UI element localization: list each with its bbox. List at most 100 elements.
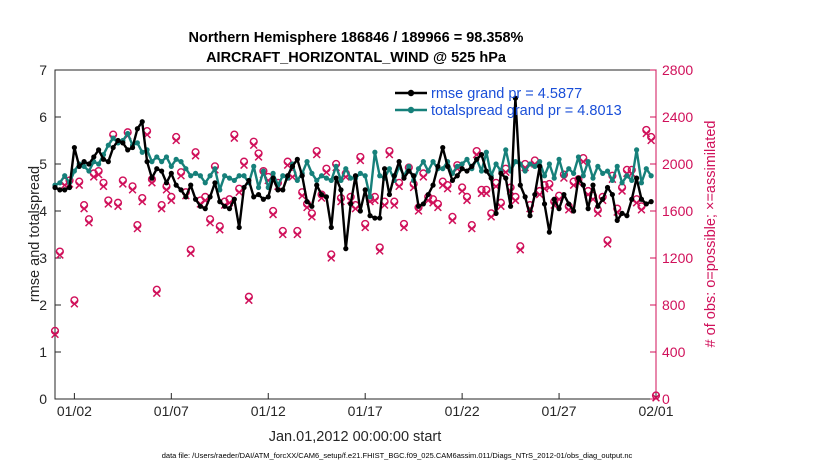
totalspread-point — [197, 173, 204, 179]
assimilated-obs-marker — [84, 218, 93, 227]
assimilated-obs-stroke — [496, 202, 505, 211]
y2-tick-label: 2400 — [662, 109, 693, 125]
rmse-point — [285, 173, 291, 179]
assimilated-obs-marker — [385, 150, 394, 159]
totalspread-point — [566, 166, 572, 172]
assimilated-obs-marker — [511, 196, 520, 205]
totalspread-point — [343, 166, 349, 172]
assimilated-obs-stroke — [642, 129, 651, 138]
assimilated-obs-stroke — [569, 181, 578, 190]
assimilated-obs-stroke — [370, 196, 379, 205]
rmse-point — [561, 191, 567, 198]
assimilated-obs-marker — [152, 289, 161, 298]
rmse-point — [120, 140, 126, 146]
assimilated-obs-marker — [370, 196, 379, 205]
assimilated-obs-stroke — [191, 151, 200, 160]
y2-tick-label: 1200 — [662, 250, 693, 266]
rmse-point — [488, 175, 494, 181]
assimilated-obs-stroke — [138, 197, 147, 206]
totalspread-point — [348, 175, 354, 181]
assimilated-obs-stroke — [467, 224, 476, 233]
assimilated-obs-stroke — [269, 210, 278, 219]
assimilated-obs-marker — [215, 225, 224, 234]
totalspread-point — [556, 156, 562, 162]
y2-tick-label: 1600 — [662, 203, 693, 219]
assimilated-obs-marker — [652, 393, 660, 402]
x-tick-label: 01/27 — [542, 403, 577, 419]
totalspread-point — [212, 166, 218, 172]
assimilated-obs-marker — [647, 136, 656, 145]
assimilated-obs-marker — [283, 161, 292, 170]
totalspread-point — [270, 170, 276, 176]
assimilated-obs-marker — [114, 202, 122, 211]
rmse-point — [76, 163, 82, 169]
rmse-point — [624, 213, 630, 219]
rmse-point — [372, 215, 378, 221]
rmse-point — [648, 199, 654, 205]
assimilated-obs-marker — [186, 249, 195, 258]
rmse-point — [115, 137, 121, 144]
assimilated-obs-stroke — [240, 161, 248, 170]
assimilated-obs-stroke — [55, 251, 64, 259]
rmse-point — [236, 224, 242, 231]
assimilated-obs-marker — [104, 200, 113, 208]
rmse-point — [566, 201, 572, 207]
assimilated-obs-stroke — [230, 134, 239, 143]
rmse-point — [168, 170, 174, 176]
data-file-footnote: data file: /Users/raeder/DAI/ATM_forcXX/… — [162, 451, 633, 460]
rmse-point — [415, 203, 422, 209]
assimilated-obs-stroke — [104, 200, 113, 208]
assimilated-obs-stroke — [293, 230, 302, 239]
rmse-point — [260, 196, 267, 202]
assimilated-obs-marker — [463, 196, 471, 205]
plot-area — [54, 69, 657, 400]
assimilated-obs-marker — [467, 224, 476, 233]
totalspread-point — [377, 173, 383, 179]
totalspread-point — [372, 149, 378, 155]
assimilated-obs-marker — [637, 205, 646, 214]
rmse-point — [493, 210, 499, 216]
totalspread-point — [333, 163, 339, 169]
y-tick-label: 6 — [39, 109, 47, 125]
assimilated-obs-marker — [118, 180, 127, 188]
rmse-point — [551, 196, 557, 202]
rmse-point — [435, 163, 441, 169]
assimilated-obs-stroke — [128, 185, 137, 194]
totalspread-point — [483, 149, 489, 155]
assimilated-obs-marker — [375, 247, 384, 255]
assimilated-obs-marker — [293, 230, 302, 239]
assimilated-obs-marker — [148, 178, 156, 187]
totalspread-point — [149, 159, 155, 165]
assimilated-obs-marker — [642, 129, 651, 138]
rmse-point — [590, 182, 596, 188]
rmse-point — [304, 199, 310, 205]
totalspread-point — [314, 177, 320, 184]
assimilated-obs-marker — [419, 172, 428, 181]
rmse-point — [275, 187, 281, 193]
assimilated-obs-marker — [206, 218, 215, 227]
totalspread-point — [619, 180, 625, 186]
assimilated-obs-marker — [80, 204, 89, 213]
assimilated-obs-marker — [128, 185, 137, 194]
assimilated-obs-stroke — [433, 203, 442, 212]
rmse-point — [609, 191, 615, 198]
assimilated-obs-stroke — [172, 136, 181, 145]
totalspread-point — [183, 166, 189, 172]
rmse-point — [483, 168, 489, 174]
assimilated-obs-marker — [322, 168, 331, 177]
assimilated-obs-stroke — [652, 393, 660, 402]
rmse-point — [600, 196, 606, 202]
totalspread-point — [546, 161, 552, 167]
assimilated-obs-stroke — [244, 296, 253, 305]
totalspread-point — [338, 177, 344, 184]
x-tick-label: 02/01 — [638, 403, 673, 419]
totalspread-point — [590, 175, 596, 181]
assimilated-obs-marker — [230, 134, 239, 143]
legend: rmse grand pr = 4.5877 totalspread grand… — [395, 86, 622, 119]
rmse-point — [619, 210, 625, 216]
x-axis-label: Jan.01,2012 00:00:00 start — [269, 429, 442, 445]
rmse-point — [634, 175, 640, 181]
assimilated-obs-marker — [569, 181, 578, 190]
assimilated-obs-marker — [138, 197, 147, 206]
